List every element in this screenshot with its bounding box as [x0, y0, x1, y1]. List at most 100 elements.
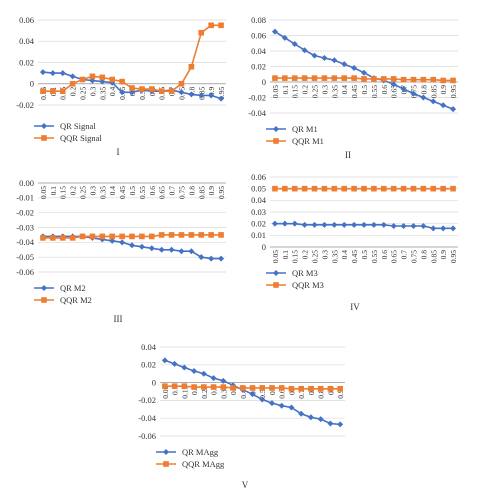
legend-marker [41, 123, 47, 129]
data-point [278, 385, 285, 391]
data-point [341, 75, 348, 81]
data-point [168, 88, 175, 94]
data-point [188, 232, 195, 238]
y-tick-label: 0.04 [251, 46, 267, 56]
x-tick-label: 0.5 [128, 186, 137, 196]
data-point [218, 255, 225, 262]
data-point [361, 185, 367, 192]
data-point [268, 400, 275, 407]
y-tick-label: -0.06 [138, 431, 156, 441]
data-point [410, 223, 417, 229]
data-point [440, 102, 447, 109]
x-tick-label: 0.55 [258, 385, 267, 398]
data-point [208, 232, 214, 238]
data-point [239, 385, 246, 391]
data-point [119, 233, 125, 240]
data-point [168, 232, 175, 238]
data-point [327, 386, 334, 392]
y-tick-label: -0.03 [16, 222, 34, 232]
data-point [281, 220, 288, 227]
x-tick-label: 0.3 [210, 385, 219, 395]
x-tick-label: 0.3 [88, 87, 97, 97]
data-point [218, 95, 225, 102]
data-point [288, 386, 295, 392]
x-tick-label: 0.65 [390, 250, 399, 263]
data-point [321, 75, 328, 81]
legend-label: QQR Signal [60, 133, 102, 143]
x-tick-label: 0.55 [370, 85, 379, 98]
data-point [420, 94, 427, 101]
x-tick-label: 0.9 [207, 186, 216, 196]
data-point [191, 368, 198, 375]
data-point [400, 223, 407, 229]
data-point [351, 185, 357, 192]
x-tick-label: 0.2 [301, 250, 310, 260]
data-point [321, 54, 328, 61]
data-point [269, 385, 275, 391]
data-point [281, 34, 288, 41]
legend-label: QQR M1 [292, 136, 324, 146]
x-tick-label: 0.2 [190, 385, 199, 395]
x-tick-label: 0.8 [187, 186, 196, 196]
data-point [400, 76, 407, 83]
legend-marker [273, 270, 279, 276]
legend-marker [273, 138, 279, 144]
y-tick-label: -0.01 [16, 193, 34, 203]
data-point [291, 75, 298, 81]
data-point [371, 185, 377, 192]
data-point [39, 69, 46, 76]
data-point [321, 185, 328, 192]
x-tick-label: 0.15 [291, 250, 300, 263]
data-point [291, 185, 298, 192]
x-tick-label: 0.2 [69, 186, 78, 196]
panel-label: II [345, 150, 351, 160]
x-tick-label: 0.95 [217, 186, 226, 199]
data-point [230, 385, 236, 391]
data-point [210, 384, 217, 390]
x-tick-label: 0.5 [360, 85, 369, 95]
x-tick-label: 0.25 [311, 85, 320, 98]
data-point [341, 221, 348, 228]
data-point [450, 77, 456, 84]
y-tick-label: 0.05 [251, 183, 266, 193]
data-point [198, 254, 205, 261]
panel-label: V [242, 480, 249, 490]
y-tick-label: -0.04 [16, 237, 34, 247]
x-tick-label: 0.95 [217, 87, 226, 100]
data-point [341, 61, 348, 68]
data-point [430, 225, 437, 232]
legend-label: QR Signal [60, 121, 96, 131]
x-tick-label: 0.7 [400, 250, 409, 260]
data-point [109, 76, 116, 83]
x-tick-label: 0.35 [98, 87, 107, 100]
data-point [271, 28, 278, 35]
x-tick-label: 0.6 [380, 85, 389, 95]
y-tick-label: 0.08 [251, 15, 266, 25]
data-point [361, 69, 367, 76]
x-tick-label: 0.25 [311, 250, 320, 263]
data-point [380, 76, 387, 82]
x-tick-label: 0.2 [69, 87, 78, 97]
data-point [308, 386, 314, 392]
data-point [138, 243, 145, 250]
x-tick-label: 0.85 [197, 186, 206, 199]
data-point [50, 88, 56, 94]
data-point [139, 233, 145, 240]
data-point [208, 255, 215, 262]
y-tick-label: 0 [262, 242, 266, 252]
data-point [59, 235, 66, 241]
data-point [208, 92, 215, 99]
data-point [301, 47, 308, 54]
chart-panel-4: 00.010.020.030.040.050.060.05 0.1 0.15 0.2 0… [251, 172, 458, 312]
y-tick-label: -0.04 [248, 108, 266, 118]
data-point [208, 22, 214, 29]
data-point [351, 75, 357, 81]
legend-label: QQR M3 [292, 280, 324, 290]
data-point [89, 233, 96, 240]
chart-panel-3: -0.06-0.05-0.04-0.03-0.02-0.010.000.05 0.… [16, 178, 226, 324]
data-point [311, 221, 318, 228]
data-point [79, 76, 86, 83]
x-tick-label: 0.9 [439, 250, 448, 260]
data-point [361, 76, 367, 82]
